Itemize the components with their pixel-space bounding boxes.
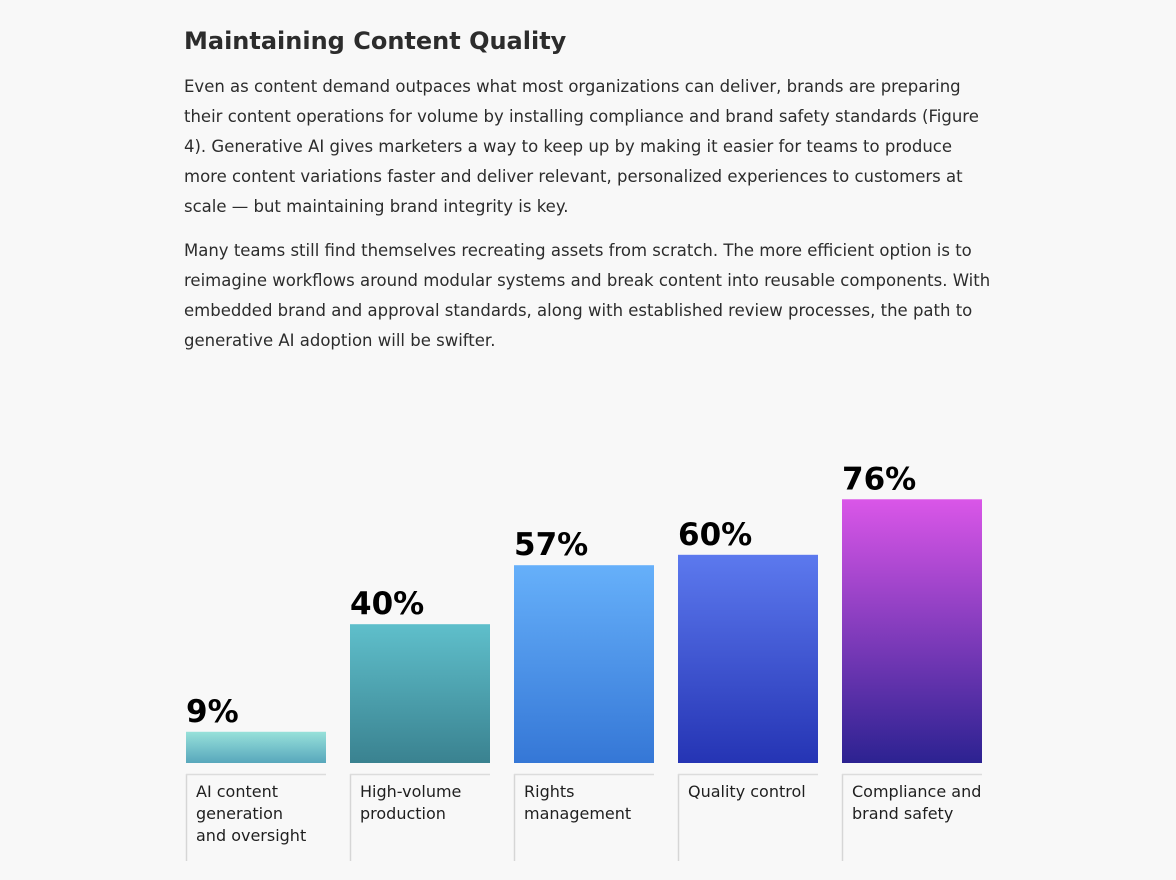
- category-label: High-volume production: [360, 782, 461, 823]
- bar-value-label: 60%: [678, 517, 752, 553]
- category-label: Rights management: [524, 782, 631, 823]
- category-labels-layer: AI content generation and oversight High-vo…: [185, 773, 982, 861]
- bar-1: [186, 731, 326, 763]
- bar-5: [842, 499, 982, 763]
- category-label: Compliance and brand safety: [852, 782, 981, 823]
- page-title: Maintaining Content Quality: [184, 27, 567, 55]
- bar-3: [514, 565, 654, 763]
- bar-value-label: 40%: [350, 586, 424, 622]
- bar-value-label: 57%: [514, 527, 588, 563]
- bar-2: [350, 624, 490, 763]
- category-label: Quality control: [688, 782, 806, 801]
- bar-value-label: 9%: [186, 694, 239, 730]
- paragraph-2: Many teams still find themselves recreat…: [184, 241, 991, 350]
- bar-value-label: 76%: [842, 461, 916, 497]
- article: Maintaining Content Quality Even as cont…: [184, 24, 994, 370]
- bars-layer: 9% 40% 57% 60% 76%: [186, 461, 982, 763]
- bar-4: [678, 554, 818, 763]
- paragraph-1: Even as content demand outpaces what mos…: [184, 77, 979, 216]
- category-label: AI content generation and oversight: [196, 782, 306, 845]
